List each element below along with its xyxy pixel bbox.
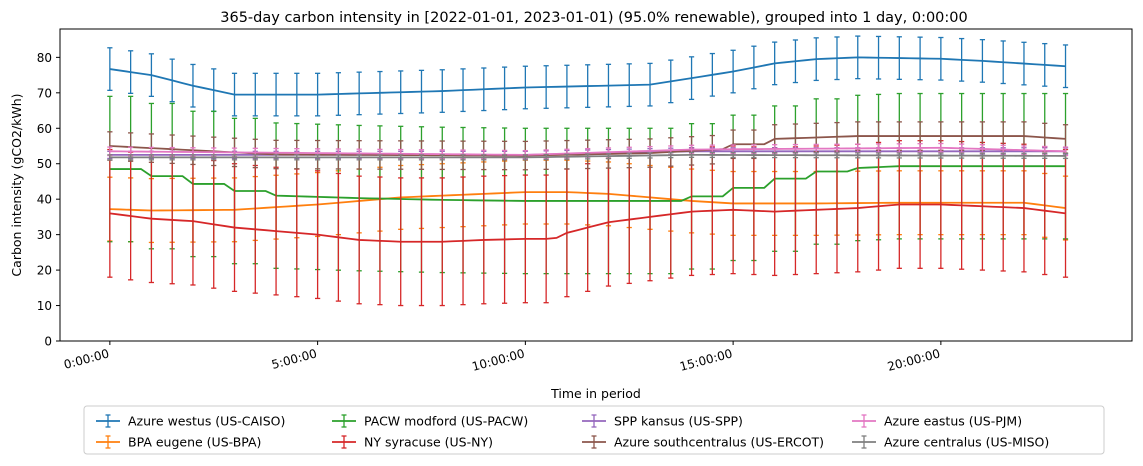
chart-title: 365-day carbon intensity in [2022-01-01,… [220, 10, 968, 26]
legend-label: NY syracuse (US-NY) [364, 435, 493, 450]
y-tick-label: 80 [37, 51, 52, 65]
series-line [109, 56, 1066, 96]
legend-label: Azure westus (US-CAISO) [128, 414, 285, 429]
x-tick-label: 15:00:00 [678, 346, 734, 373]
series-layer [107, 35, 1069, 307]
y-tick-label: 50 [37, 157, 52, 171]
series-line [109, 203, 1066, 243]
series-0 [107, 35, 1069, 117]
series-line [109, 153, 1066, 159]
y-tick-label: 40 [37, 193, 52, 207]
x-tick-label: 5:00:00 [270, 346, 318, 371]
legend-entry-3: NY syracuse (US-NY) [332, 435, 493, 450]
legend-label: SPP kansus (US-SPP) [614, 414, 743, 429]
y-tick-label: 60 [37, 122, 52, 136]
legend-label: Azure eastus (US-PJM) [884, 414, 1022, 429]
legend-label: Azure centralus (US-MISO) [884, 435, 1049, 450]
series-3 [107, 140, 1069, 307]
legend-entry-1: BPA eugene (US-BPA) [96, 435, 261, 450]
x-tick-label: 20:00:00 [886, 346, 942, 373]
y-tick-label: 0 [44, 335, 52, 349]
y-tick-label: 30 [37, 228, 52, 242]
series-7 [107, 151, 1069, 161]
plot-area-frame [59, 28, 1133, 342]
series-line [109, 146, 1066, 156]
x-tick-label: 0:00:00 [62, 346, 110, 371]
y-axis-label: Carbon intensity (gCO2/kWh) [9, 93, 24, 276]
y-tick-label: 70 [37, 86, 52, 100]
x-tick-label: 10:00:00 [470, 346, 526, 373]
legend: Azure westus (US-CAISO) BPA eugene (US-BP… [83, 405, 1105, 455]
legend-entry-5: Azure southcentralus (US-ERCOT) [582, 435, 824, 450]
legend-entry-7: Azure centralus (US-MISO) [852, 435, 1049, 450]
legend-entry-6: Azure eastus (US-PJM) [852, 414, 1022, 429]
y-tick-label: 20 [37, 264, 52, 278]
x-axis-label: Time in period [550, 386, 641, 401]
legend-entry-2: PACW modford (US-PACW) [332, 414, 528, 429]
legend-label: PACW modford (US-PACW) [364, 414, 528, 429]
legend-entry-4: SPP kansus (US-SPP) [582, 414, 743, 429]
legend-entry-0: Azure westus (US-CAISO) [96, 414, 285, 429]
y-tick-label: 10 [37, 299, 52, 313]
legend-label: Azure southcentralus (US-ERCOT) [614, 435, 824, 450]
legend-label: BPA eugene (US-BPA) [128, 435, 261, 450]
